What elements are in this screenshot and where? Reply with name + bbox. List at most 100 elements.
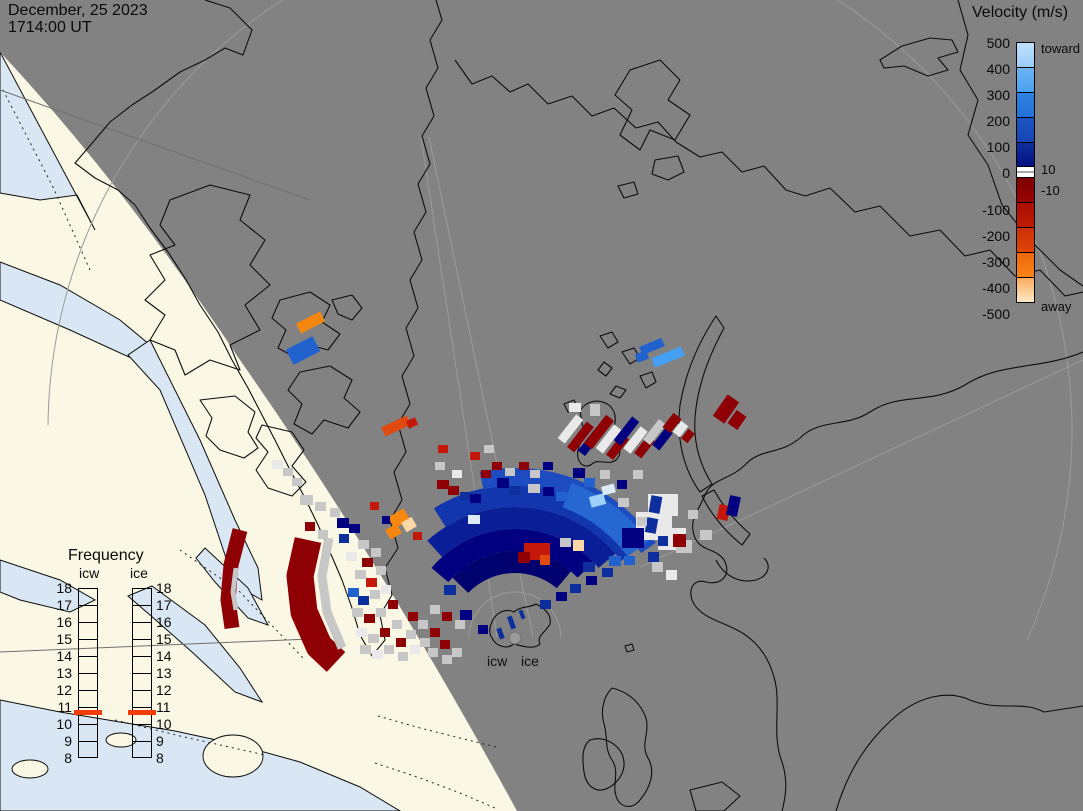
velocity-cell [305, 522, 315, 531]
graticule-dotted-line [114, 719, 266, 756]
frequency-cell [79, 725, 97, 742]
velocity-cell [481, 470, 491, 478]
fov-grid-line [0, 89, 311, 201]
velocity-cell [371, 548, 381, 557]
velocity-cell [496, 627, 505, 640]
frequency-tick-label: 9 [156, 733, 164, 749]
velocity-cell [387, 508, 411, 529]
frequency-cell [133, 708, 151, 725]
velocity-cell [420, 638, 430, 647]
velocity-cell [460, 492, 470, 500]
velocity-cell [484, 445, 494, 453]
frequency-legend-title: Frequency [68, 547, 144, 564]
velocity-cell [362, 558, 373, 567]
frequency-cell [133, 589, 151, 606]
velocity-cell [601, 483, 616, 496]
coastline-path [454, 59, 806, 197]
velocity-cell [584, 478, 595, 487]
frequency-tick-label: 8 [156, 750, 164, 766]
velocity-cell [557, 414, 584, 444]
colorbar-segment-away [1016, 202, 1035, 229]
frequency-tick-label: 10 [56, 716, 72, 732]
velocity-colorbar [1016, 42, 1035, 303]
coastline-path [144, 184, 271, 376]
frequency-tick-label: 18 [56, 580, 72, 596]
velocity-cell [448, 486, 459, 495]
frequency-tick-label: 18 [156, 580, 172, 596]
velocity-cell [602, 568, 613, 577]
velocity-cell [413, 532, 422, 540]
velocity-cell [358, 596, 369, 605]
coastline-path [715, 557, 769, 582]
velocity-cell [376, 566, 386, 575]
velocity-tick-label: 300 [986, 86, 1010, 103]
coastline-path [582, 738, 625, 791]
frequency-tick-label: 11 [156, 699, 171, 715]
velocity-cell [418, 620, 428, 629]
dayside-water [0, 559, 97, 613]
velocity-fan-arc [427, 507, 616, 569]
velocity-cell [368, 634, 379, 643]
coastline-path [957, 0, 1083, 287]
frequency-column-ice [132, 588, 152, 758]
velocity-cell [637, 517, 647, 526]
velocity-cell [652, 427, 673, 451]
velocity-cell [588, 493, 607, 508]
velocity-cell [634, 350, 650, 363]
velocity-cell [583, 414, 615, 450]
velocity-cell [560, 538, 571, 547]
velocity-cell [452, 648, 462, 657]
colorbar-segment-toward [1016, 42, 1035, 68]
frequency-tick-label: 15 [56, 631, 72, 647]
velocity-cell [497, 478, 509, 488]
velocity-cell [381, 415, 411, 437]
velocity-cell [712, 394, 740, 424]
velocity-cell [618, 498, 629, 507]
velocity-cell [438, 445, 448, 453]
radar-site-dot [508, 631, 522, 645]
frequency-tick-label: 12 [56, 682, 72, 698]
velocity-cell [700, 530, 712, 540]
velocity-cell [366, 578, 377, 587]
frequency-tick-label: 16 [56, 614, 72, 630]
frequency-cell [133, 640, 151, 657]
coastline-path [599, 331, 619, 349]
velocity-cell [356, 628, 367, 637]
velocity-cell [468, 515, 480, 524]
velocity-cell [408, 612, 418, 621]
velocity-tick-label: -100 [981, 202, 1010, 219]
radar-site-ice-label: ice [521, 653, 539, 669]
colorbar-segment-toward [1016, 116, 1035, 143]
frequency-cell [79, 623, 97, 640]
velocity-cell [455, 620, 465, 629]
coastline-path [639, 371, 657, 389]
frequency-tick-label: 11 [57, 699, 72, 715]
velocity-cell [633, 470, 643, 479]
frequency-marker-icw [74, 710, 102, 716]
velocity-cell [348, 588, 359, 597]
frequency-cell [133, 691, 151, 708]
frequency-cell [79, 657, 97, 674]
velocity-cell [622, 528, 644, 548]
velocity-cell [382, 516, 390, 524]
velocity-cell [506, 615, 517, 630]
frequency-cell [79, 674, 97, 691]
coastline-path [287, 365, 361, 435]
velocity-cell [401, 516, 417, 533]
dayside-island [202, 734, 264, 778]
frequency-col-icw-label: icw [79, 565, 100, 581]
coastline-path [689, 781, 741, 811]
velocity-cell [666, 570, 677, 580]
velocity-cell [556, 492, 567, 501]
velocity-cell [346, 552, 357, 561]
velocity-cell [339, 534, 349, 543]
velocity-cell [272, 460, 283, 469]
velocity-cell [388, 600, 398, 609]
velocity-cell [716, 504, 731, 521]
colorbar-segment-away [1016, 277, 1035, 303]
coastline-path [701, 489, 751, 546]
velocity-cell [648, 552, 659, 562]
velocity-cell [372, 650, 383, 659]
coastline-path [804, 187, 1083, 297]
